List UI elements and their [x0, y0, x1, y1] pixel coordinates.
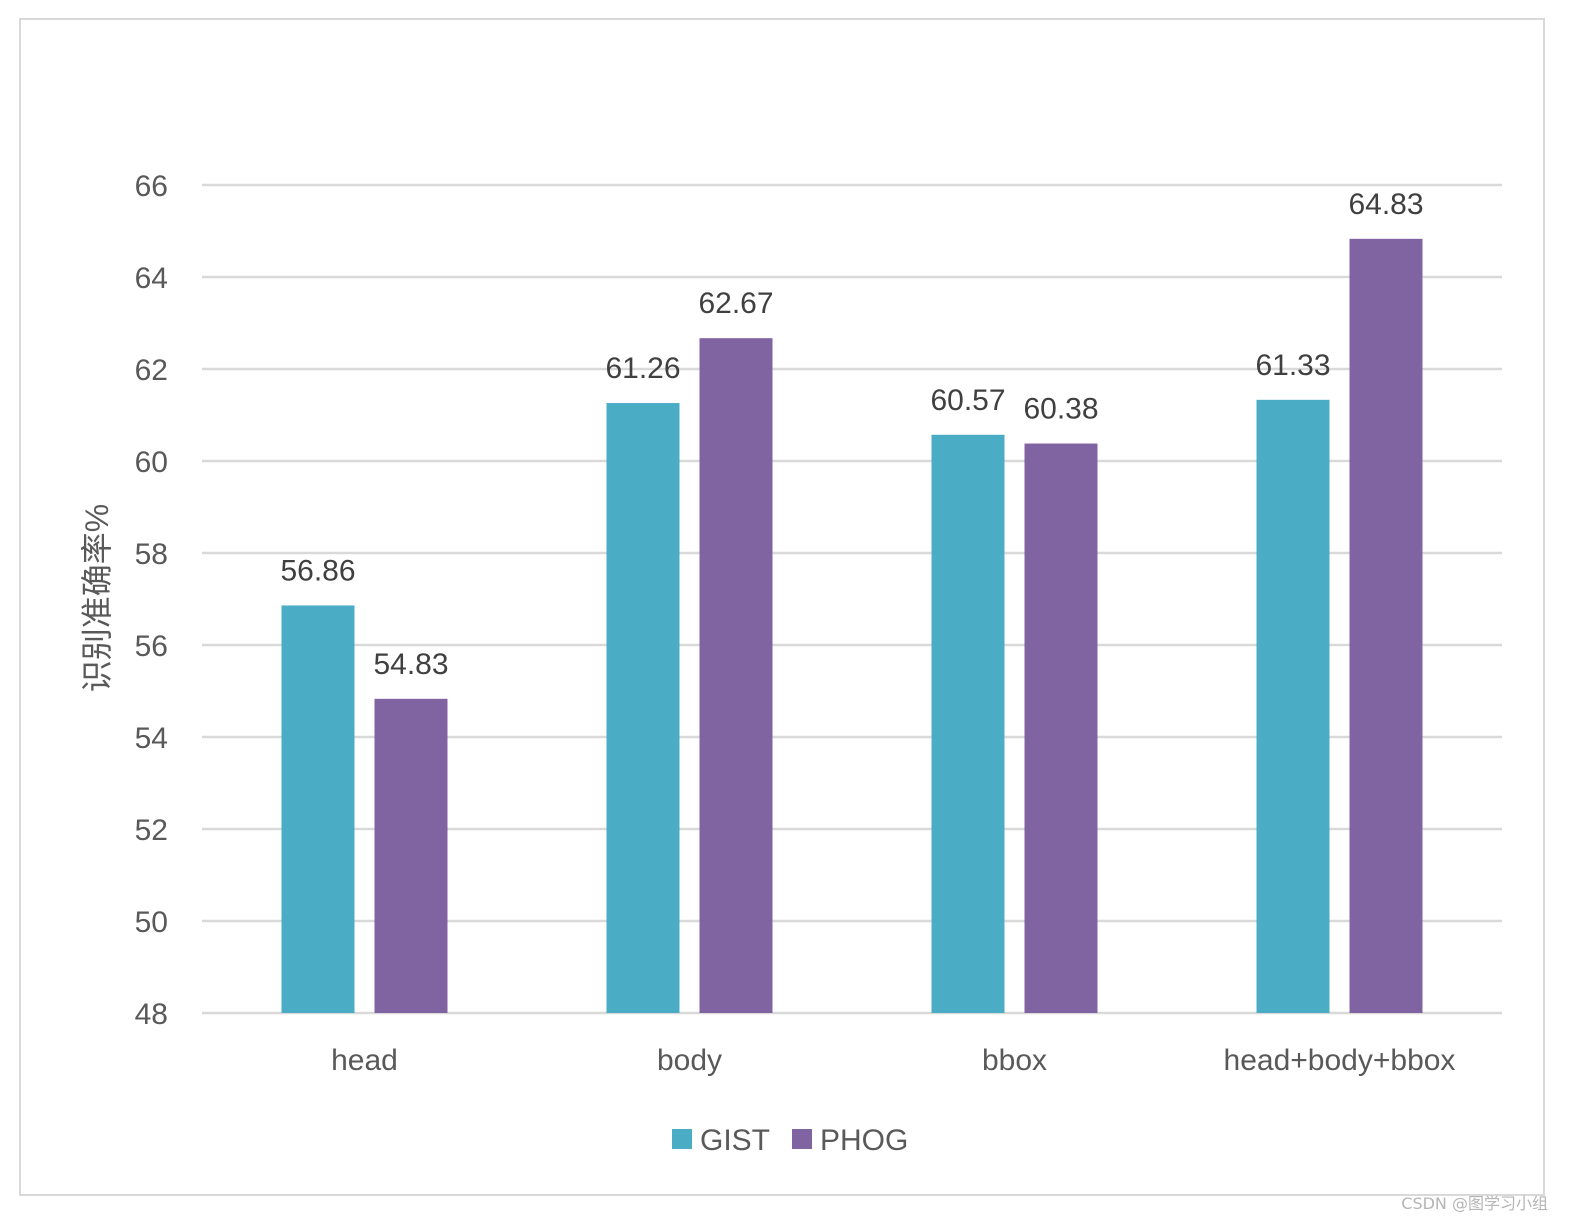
- bar-gist-body: [606, 403, 680, 1013]
- x-category-label: head: [331, 1044, 398, 1077]
- data-labels: 56.86 54.83 61.26 62.67 60.57 60.38 61.33 64.83: [280, 188, 1423, 681]
- y-tick-label: 54: [135, 722, 168, 755]
- y-axis-ticks: 48 50 52 54 56 58 60 62 64 66: [135, 170, 168, 1031]
- watermark: CSDN @图学习小组: [1401, 1194, 1548, 1213]
- legend: GIST PHOG: [672, 1124, 908, 1157]
- bar-phog-body: [699, 338, 773, 1013]
- data-label-phog: 60.38: [1023, 393, 1098, 426]
- y-tick-label: 56: [135, 630, 168, 663]
- data-label-gist: 56.86: [280, 554, 355, 587]
- data-label-gist: 60.57: [930, 384, 1005, 417]
- y-tick-label: 58: [135, 538, 168, 571]
- data-label-phog: 54.83: [373, 648, 448, 681]
- legend-label-gist: GIST: [700, 1124, 770, 1157]
- x-category-label: bbox: [982, 1044, 1047, 1077]
- bars: [281, 238, 1423, 1013]
- data-label-gist: 61.33: [1255, 349, 1330, 382]
- data-label-phog: 64.83: [1348, 188, 1423, 221]
- bar-gist-bbox: [931, 434, 1005, 1013]
- y-tick-label: 60: [135, 446, 168, 479]
- y-tick-label: 66: [135, 170, 168, 203]
- y-tick-label: 52: [135, 814, 168, 847]
- bar-phog-bbox: [1024, 443, 1098, 1013]
- y-tick-label: 50: [135, 906, 168, 939]
- y-tick-label: 64: [135, 262, 168, 295]
- bar-phog-head: [374, 698, 448, 1013]
- bar-phog-head-body-bbox: [1349, 238, 1423, 1013]
- bar-gist-head-body-bbox: [1256, 399, 1330, 1013]
- legend-swatch-gist: [672, 1129, 692, 1149]
- bar-gist-head: [281, 605, 355, 1013]
- data-label-gist: 61.26: [605, 352, 680, 385]
- legend-swatch-phog: [792, 1129, 812, 1149]
- legend-label-phog: PHOG: [820, 1124, 908, 1157]
- x-category-label: body: [657, 1044, 722, 1077]
- y-tick-label: 48: [135, 998, 168, 1031]
- y-tick-label: 62: [135, 354, 168, 387]
- x-category-label: head+body+bbox: [1224, 1044, 1456, 1077]
- x-axis-categories: head body bbox head+body+bbox: [331, 1044, 1455, 1077]
- data-label-phog: 62.67: [698, 287, 773, 320]
- y-axis-label: 识别准确率%: [79, 504, 115, 692]
